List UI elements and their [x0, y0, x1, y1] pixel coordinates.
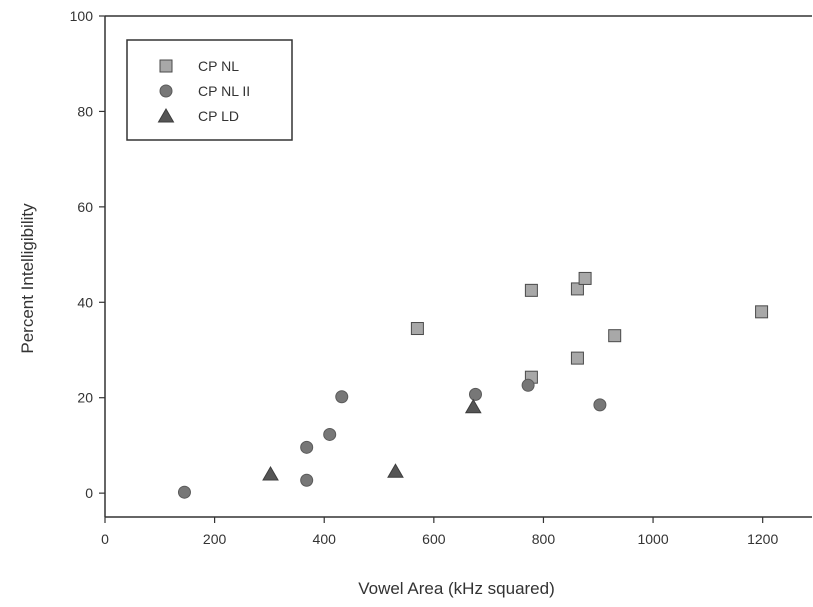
legend-label: CP LD	[198, 108, 239, 124]
data-point-circle	[335, 390, 349, 404]
y-tick-label: 20	[77, 390, 93, 406]
data-point-circle	[593, 398, 607, 412]
legend-box	[126, 39, 293, 141]
legend: CP NL CP NL II CP LD	[126, 39, 293, 141]
y-tick-label: 0	[85, 485, 93, 501]
data-point-circle	[521, 378, 535, 392]
data-point-circle	[323, 427, 337, 441]
data-point-triangle	[387, 463, 404, 478]
x-tick-label: 800	[532, 531, 556, 547]
legend-label: CP NL II	[198, 83, 250, 99]
data-point-triangle	[464, 398, 482, 414]
data-points	[177, 271, 769, 499]
x-axis-ticks: 0 200 400 600 800 1000 1200	[101, 517, 778, 547]
data-point-square	[524, 283, 538, 297]
data-point-triangle	[262, 466, 279, 481]
data-point-square	[608, 329, 622, 343]
x-tick-label: 0	[101, 531, 109, 547]
y-axis-label: Percent Intelligibility	[18, 203, 37, 354]
y-tick-label: 100	[70, 8, 94, 24]
legend-marker-square	[159, 59, 173, 73]
axes	[104, 15, 812, 518]
data-point-square	[410, 322, 424, 336]
legend-items: CP NL CP NL II CP LD	[157, 58, 250, 124]
x-tick-label: 400	[313, 531, 337, 547]
x-tick-label: 1000	[637, 531, 668, 547]
data-point-square	[578, 271, 592, 285]
data-point-circle	[300, 440, 314, 454]
data-point-square	[570, 351, 584, 365]
legend-marker-triangle	[157, 107, 175, 123]
x-tick-label: 1200	[747, 531, 778, 547]
data-point-circle	[468, 387, 482, 401]
y-tick-label: 80	[77, 103, 93, 119]
x-axis-label: Vowel Area (kHz squared)	[358, 579, 555, 598]
x-tick-label: 200	[203, 531, 227, 547]
legend-label: CP NL	[198, 58, 239, 74]
y-tick-label: 40	[77, 294, 93, 310]
legend-marker-circle	[159, 84, 173, 98]
data-point-circle	[300, 473, 314, 487]
x-tick-label: 600	[422, 531, 446, 547]
data-point-circle	[177, 485, 191, 499]
data-point-square	[570, 282, 584, 296]
y-tick-label: 60	[77, 199, 93, 215]
data-point-square	[755, 305, 769, 319]
y-axis-ticks: 0 20 40 60 80 100	[70, 8, 105, 501]
